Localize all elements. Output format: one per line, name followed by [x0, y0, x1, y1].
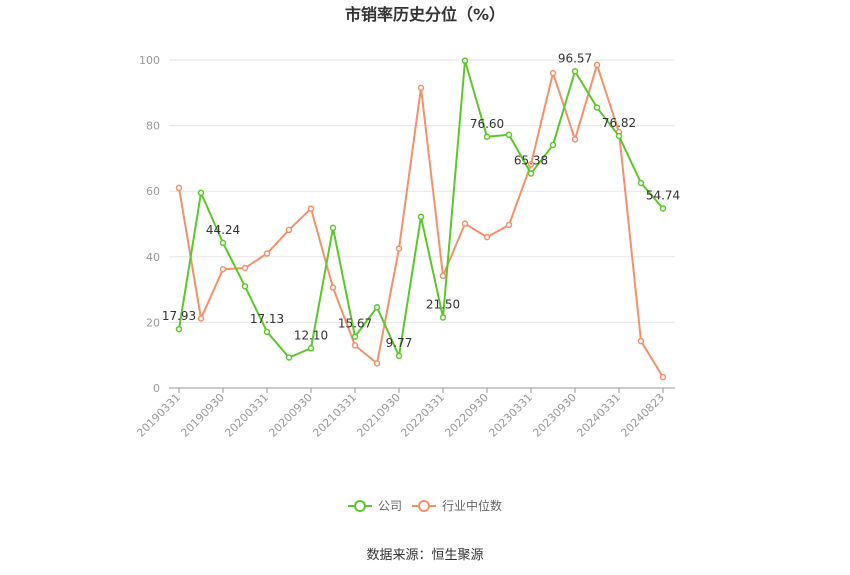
data-point[interactable]: [285, 226, 293, 234]
legend-item-industry-median[interactable]: 行业中位数: [412, 498, 502, 513]
data-label: 96.57: [558, 51, 592, 65]
data-label: 17.13: [250, 312, 284, 326]
x-tick-label: 20240823: [618, 391, 667, 440]
y-tick-label: 40: [146, 251, 160, 264]
source-note: 数据来源：恒生聚源: [366, 548, 483, 563]
data-label: 76.82: [602, 116, 636, 130]
data-label: 9.77: [386, 336, 413, 350]
x-tick-label: 20210930: [354, 391, 403, 440]
data-point[interactable]: [395, 352, 403, 360]
data-point[interactable]: [461, 57, 469, 64]
data-point[interactable]: [505, 131, 513, 139]
data-point[interactable]: [219, 266, 227, 273]
data-point[interactable]: [197, 189, 205, 197]
data-point[interactable]: [241, 264, 249, 272]
data-point[interactable]: [637, 337, 645, 345]
data-point[interactable]: [241, 283, 249, 290]
data-labels: 17.93 44.24 17.13 12.10 15.67 9.77 21.50 76.60 6…: [162, 51, 680, 350]
data-point[interactable]: [593, 104, 601, 111]
data-point[interactable]: [527, 161, 535, 168]
data-label: 15.67: [338, 317, 372, 331]
data-point[interactable]: [439, 272, 447, 280]
y-axis: 0 20 40 60 80 100: [139, 54, 160, 395]
data-point[interactable]: [439, 314, 447, 321]
legend: 公司 行业中位数: [348, 498, 502, 513]
data-label: 65.38: [514, 154, 548, 168]
data-point[interactable]: [263, 328, 271, 336]
x-tick-label: 20210331: [310, 391, 359, 440]
data-point[interactable]: [571, 68, 579, 75]
data-point[interactable]: [307, 345, 315, 352]
series-lines: [175, 57, 667, 381]
x-tick-label: 20220930: [442, 391, 491, 440]
x-tick-label: 20190930: [178, 391, 227, 440]
data-point[interactable]: [483, 233, 491, 241]
data-point[interactable]: [483, 133, 491, 141]
data-label: 17.93: [162, 309, 196, 323]
x-tick-label: 20230331: [486, 391, 535, 440]
data-label: 44.24: [206, 223, 240, 237]
legend-label-company: 公司: [378, 499, 402, 513]
data-label: 12.10: [294, 328, 328, 342]
y-tick-label: 0: [153, 382, 160, 395]
legend-item-company[interactable]: 公司: [348, 499, 402, 513]
y-tick-label: 60: [146, 185, 160, 198]
data-label: 54.74: [646, 188, 680, 202]
data-point[interactable]: [395, 245, 403, 252]
data-point[interactable]: [659, 373, 667, 381]
data-point[interactable]: [175, 184, 183, 192]
data-point[interactable]: [461, 220, 469, 227]
data-point[interactable]: [549, 69, 557, 77]
x-tick-label: 20240331: [574, 391, 623, 440]
y-tick-label: 20: [146, 316, 160, 329]
y-tick-label: 100: [139, 54, 160, 67]
data-point[interactable]: [417, 84, 425, 92]
data-point[interactable]: [373, 360, 381, 367]
data-point[interactable]: [219, 239, 227, 247]
data-point[interactable]: [505, 221, 513, 229]
data-point[interactable]: [175, 325, 183, 333]
x-tick-label: 20220331: [398, 391, 447, 440]
legend-label-industry-median: 行业中位数: [442, 498, 502, 513]
data-point[interactable]: [197, 315, 205, 322]
data-label: 21.50: [426, 297, 460, 311]
data-point[interactable]: [527, 170, 535, 177]
data-point[interactable]: [285, 354, 293, 361]
data-point[interactable]: [615, 132, 623, 140]
data-point[interactable]: [549, 141, 557, 149]
data-point[interactable]: [593, 61, 601, 69]
x-tick-label: 20200331: [222, 391, 271, 440]
legend-marker-industry-median: [418, 500, 430, 512]
chart-title: 市销率历史分位（%）: [345, 5, 505, 24]
data-point[interactable]: [329, 284, 337, 291]
data-point[interactable]: [351, 333, 359, 340]
data-point[interactable]: [417, 213, 425, 221]
x-tick-label: 20200930: [266, 391, 315, 440]
data-point[interactable]: [351, 342, 359, 349]
data-point[interactable]: [329, 224, 337, 232]
data-point[interactable]: [373, 304, 381, 311]
data-point[interactable]: [571, 136, 579, 143]
x-tick-label: 20230930: [530, 391, 579, 440]
data-point[interactable]: [659, 205, 667, 212]
x-tick-label: 20190331: [134, 391, 183, 440]
data-point[interactable]: [263, 250, 271, 257]
data-point[interactable]: [637, 179, 645, 187]
data-point[interactable]: [307, 205, 315, 212]
data-label: 76.60: [470, 117, 504, 131]
legend-marker-company: [354, 500, 366, 512]
x-axis: 2019033120190930202003312020093020210331…: [134, 387, 675, 440]
y-tick-label: 80: [146, 120, 160, 133]
